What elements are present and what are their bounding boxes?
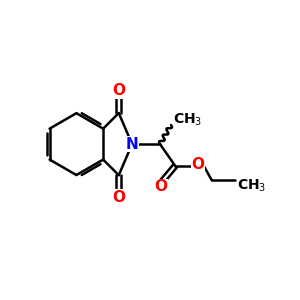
- Text: N: N: [126, 136, 138, 152]
- Text: O: O: [191, 158, 204, 172]
- Text: CH$_3$: CH$_3$: [237, 178, 266, 194]
- Text: O: O: [154, 179, 167, 194]
- Text: O: O: [112, 83, 125, 98]
- Text: O: O: [112, 190, 125, 205]
- Text: CH$_3$: CH$_3$: [173, 112, 203, 128]
